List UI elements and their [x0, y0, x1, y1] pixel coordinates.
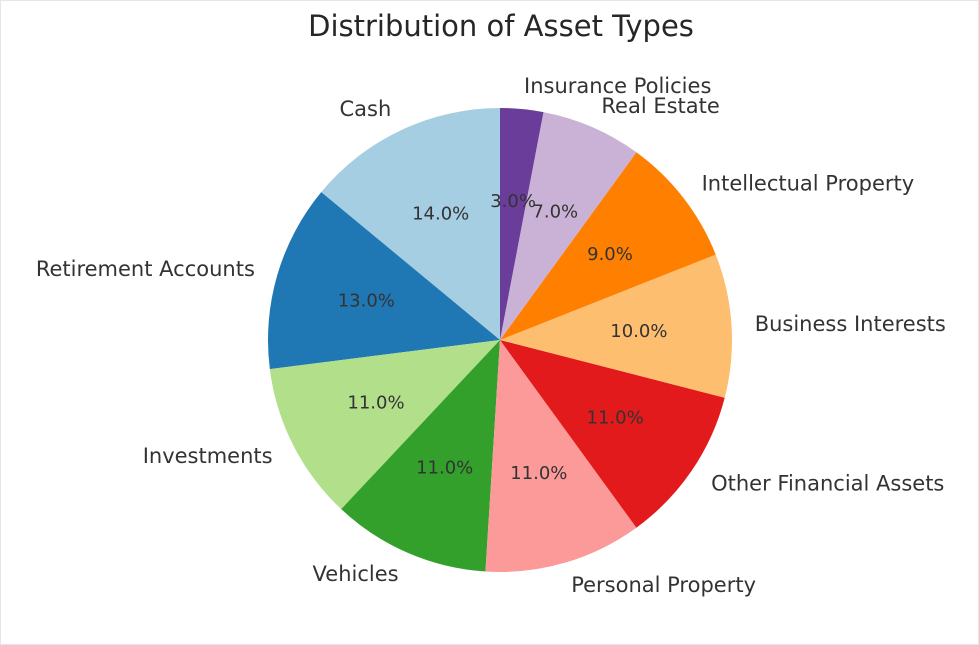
category-label-insurance-policies: Insurance Policies	[524, 74, 711, 98]
category-label-intellectual-property: Intellectual Property	[702, 172, 915, 196]
pie-slice-business-interests	[500, 254, 732, 398]
pie-slice-vehicles	[341, 340, 500, 572]
pie-slice-cash	[321, 108, 500, 340]
category-label-retirement-accounts: Retirement Accounts	[36, 257, 255, 281]
pie-slice-intellectual-property	[500, 152, 716, 340]
pie-slice-real-estate	[500, 112, 637, 340]
category-label-personal-property: Personal Property	[571, 573, 756, 597]
pct-label-personal-property: 11.0%	[510, 463, 567, 484]
pie-slice-personal-property	[485, 340, 637, 572]
pct-label-intellectual-property: 9.0%	[587, 244, 633, 265]
pct-label-investments: 11.0%	[347, 393, 404, 414]
pct-label-business-interests: 10.0%	[610, 321, 667, 342]
pie-slice-investments	[269, 340, 500, 510]
pie-slice-insurance-policies	[500, 108, 544, 340]
pct-label-other-financial-assets: 11.0%	[587, 408, 644, 429]
pct-label-retirement-accounts: 13.0%	[338, 291, 395, 312]
pct-label-cash: 14.0%	[412, 204, 469, 225]
category-label-cash: Cash	[340, 97, 392, 121]
category-label-other-financial-assets: Other Financial Assets	[711, 471, 944, 495]
category-label-investments: Investments	[143, 444, 273, 468]
pie-slice-other-financial-assets	[500, 340, 725, 528]
pct-label-insurance-policies: 3.0%	[490, 191, 536, 212]
chart-title: Distribution of Asset Types	[308, 9, 694, 43]
category-label-business-interests: Business Interests	[755, 312, 946, 336]
category-label-real-estate: Real Estate	[601, 94, 719, 118]
pie-slice-retirement-accounts	[268, 192, 500, 370]
pct-label-real-estate: 7.0%	[532, 202, 578, 223]
category-label-vehicles: Vehicles	[313, 562, 399, 586]
pct-label-vehicles: 11.0%	[416, 457, 473, 478]
